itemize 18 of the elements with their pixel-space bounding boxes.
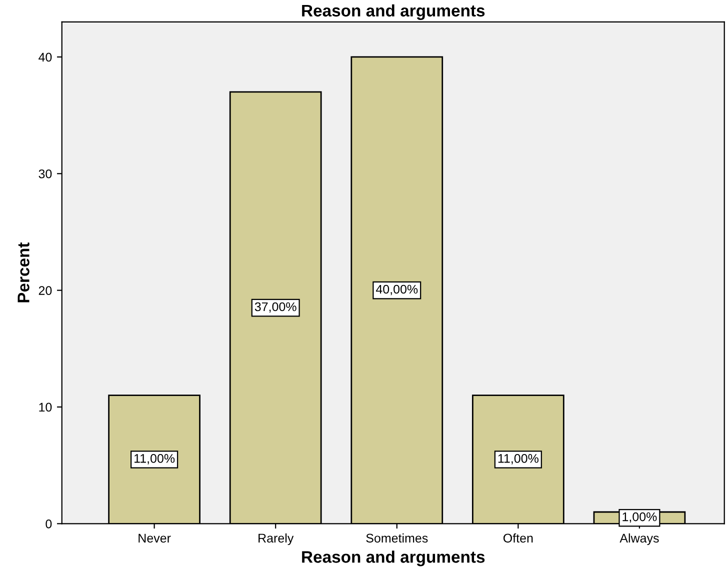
y-tick-label: 30	[38, 169, 52, 178]
x-tick-label: Always	[620, 533, 659, 546]
y-axis-title: Percent	[18, 242, 30, 302]
data-label: 37,00%	[254, 302, 296, 313]
data-label: 11,00%	[134, 454, 175, 464]
x-tick-label: Sometimes	[366, 533, 428, 543]
data-label: 11,00%	[498, 454, 538, 464]
x-tick-label: Often	[503, 533, 533, 543]
y-tick-label: 10	[39, 402, 52, 412]
y-tick-label: 20	[38, 286, 52, 295]
x-tick-label: Rarely	[258, 533, 294, 546]
data-label: 1,00%	[622, 512, 657, 523]
x-tick-label: Never	[138, 534, 171, 543]
y-tick-label: 0	[46, 519, 52, 528]
chart-title: Reason and arguments	[302, 4, 485, 20]
x-axis-title: Reason and arguments	[302, 550, 485, 566]
data-label: 40,00%	[376, 284, 418, 296]
y-tick-label: 40	[38, 52, 52, 62]
